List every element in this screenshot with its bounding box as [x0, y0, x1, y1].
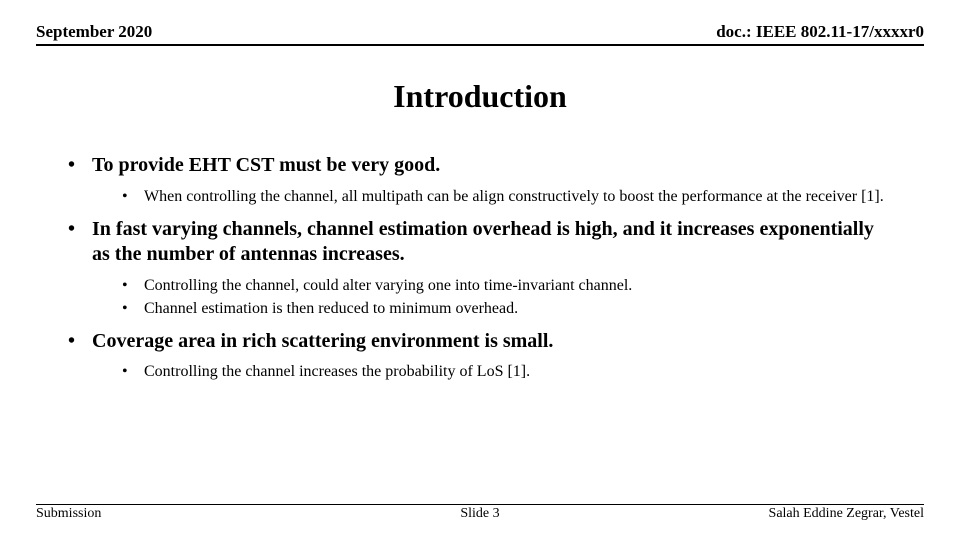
- slide-footer: Submission Slide 3 Salah Eddine Zegrar, …: [36, 504, 924, 522]
- bullet-text: In fast varying channels, channel estima…: [92, 218, 874, 266]
- slide-content: To provide EHT CST must be very good. Wh…: [36, 153, 924, 382]
- sub-bullet-item: Controlling the channel increases the pr…: [120, 362, 896, 382]
- sub-bullet-list: When controlling the channel, all multip…: [92, 187, 896, 207]
- sub-bullet-item: Channel estimation is then reduced to mi…: [120, 299, 896, 319]
- bullet-item: To provide EHT CST must be very good. Wh…: [64, 153, 896, 207]
- sub-bullet-item: When controlling the channel, all multip…: [120, 187, 896, 207]
- footer-left: Submission: [36, 506, 101, 522]
- footer-author: Salah Eddine Zegrar, Vestel: [769, 506, 924, 522]
- bullet-text: To provide EHT CST must be very good.: [92, 154, 440, 176]
- slide-header: September 2020 doc.: IEEE 802.11-17/xxxx…: [36, 22, 924, 46]
- bullet-list: To provide EHT CST must be very good. Wh…: [64, 153, 896, 382]
- header-date: September 2020: [36, 22, 152, 42]
- bullet-item: In fast varying channels, channel estima…: [64, 217, 896, 319]
- sub-bullet-list: Controlling the channel increases the pr…: [92, 362, 896, 382]
- bullet-text: Coverage area in rich scattering environ…: [92, 330, 553, 352]
- slide: September 2020 doc.: IEEE 802.11-17/xxxx…: [0, 0, 960, 540]
- footer-slide-number: Slide 3: [460, 506, 499, 522]
- bullet-item: Coverage area in rich scattering environ…: [64, 329, 896, 383]
- header-doc-number: doc.: IEEE 802.11-17/xxxxr0: [716, 22, 924, 42]
- slide-title: Introduction: [36, 78, 924, 115]
- sub-bullet-list: Controlling the channel, could alter var…: [92, 276, 896, 319]
- sub-bullet-item: Controlling the channel, could alter var…: [120, 276, 896, 296]
